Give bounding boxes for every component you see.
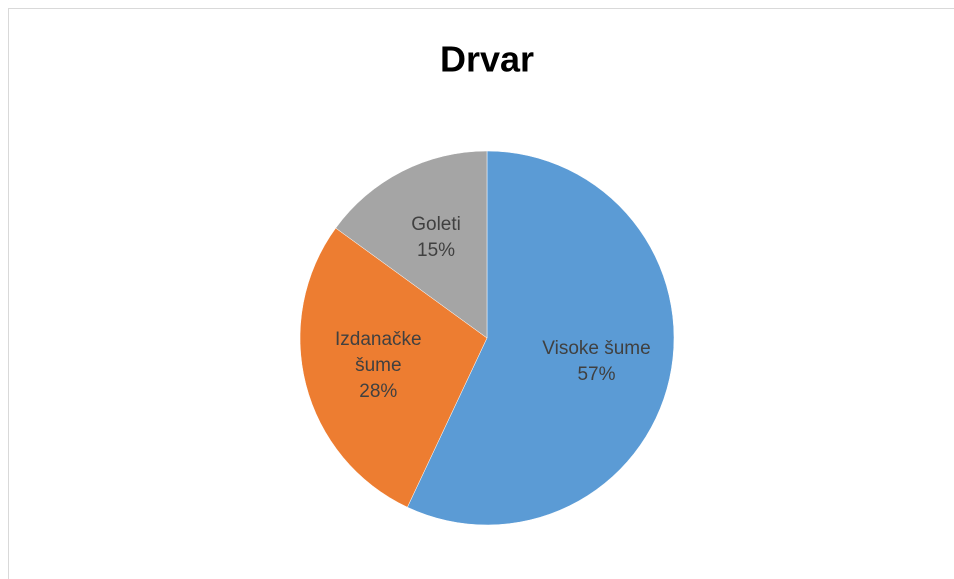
- category-label: Goleti: [411, 214, 461, 236]
- data-label: Izdanačke šume 28%: [313, 327, 443, 405]
- pie-slice: [407, 150, 675, 526]
- data-label: Goleti 15%: [411, 212, 461, 264]
- category-label: Visoke šume: [542, 338, 651, 360]
- chart-title: Drvar: [440, 39, 534, 80]
- value-label: 28%: [359, 380, 398, 402]
- data-label: Visoke šume 57%: [542, 336, 650, 388]
- pie-slice: [299, 227, 488, 508]
- pie-slice: [335, 150, 488, 339]
- value-label: 15%: [417, 240, 456, 262]
- value-label: 57%: [577, 364, 616, 386]
- category-label: Izdanačke šume: [335, 328, 422, 376]
